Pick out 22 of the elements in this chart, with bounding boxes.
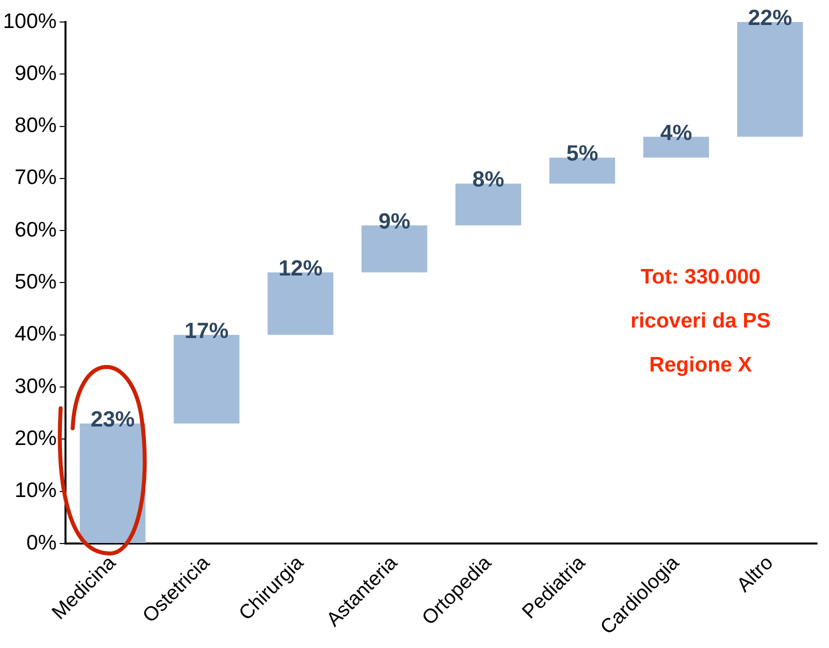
data-label: 8%: [472, 166, 504, 192]
y-tick-label: 80%: [14, 114, 57, 138]
data-label: 5%: [566, 140, 598, 166]
data-label: 12%: [278, 255, 323, 280]
y-tick-label: 50%: [14, 270, 57, 294]
annotation: Regione X: [649, 353, 752, 376]
y-tick-label: 20%: [14, 426, 57, 450]
data-label: 23%: [90, 406, 135, 432]
y-tick-label: 90%: [14, 62, 57, 85]
data-label: 9%: [378, 208, 410, 234]
data-label: 4%: [660, 120, 692, 145]
y-tick-label: 10%: [14, 479, 57, 502]
y-tick-label: 0%: [26, 531, 57, 554]
y-tick-label: 40%: [14, 322, 57, 346]
annotation: ricoveri da PS: [630, 309, 771, 332]
y-tick-label: 30%: [14, 374, 57, 398]
data-label: 22%: [748, 5, 792, 30]
annotation: Tot: 330.000: [640, 265, 760, 288]
y-tick-label: 70%: [14, 166, 57, 190]
y-tick-label: 60%: [14, 218, 57, 242]
y-tick-label: 100%: [2, 10, 57, 33]
data-label: 17%: [184, 318, 229, 343]
